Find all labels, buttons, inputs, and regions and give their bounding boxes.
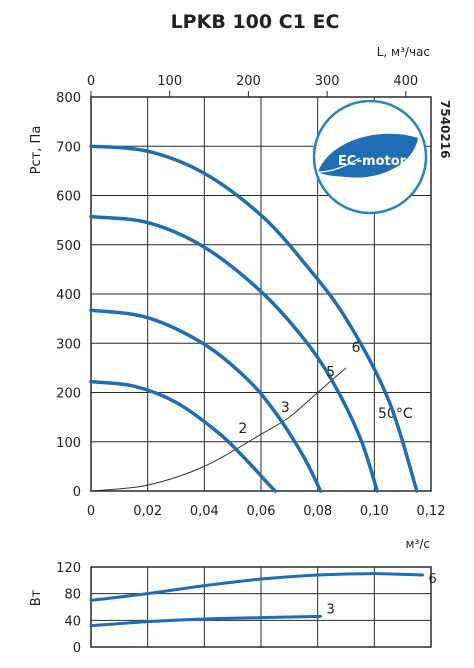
power-axes: 0 40 80 120 xyxy=(56,561,432,656)
y-tick-label: 700 xyxy=(56,140,81,155)
power-curve-6 xyxy=(89,572,424,602)
power-series xyxy=(89,572,424,628)
curve-label-2: 2 xyxy=(238,421,247,437)
pressure-curve-5 xyxy=(89,214,379,493)
power-plot-frame xyxy=(90,566,432,648)
x-axis-label: м³/с xyxy=(405,537,430,551)
y-tick-label: 800 xyxy=(56,91,81,106)
pressure-curve-6 xyxy=(89,144,419,493)
x-tick-label: 0,12 xyxy=(417,504,446,519)
product-code: 7540216 xyxy=(438,100,452,158)
badge-text: EC-motor xyxy=(338,154,407,169)
top-tick-label: 100 xyxy=(157,74,182,89)
pressure-curve-2 xyxy=(89,379,277,493)
power-curve-3 xyxy=(89,614,322,628)
top-tick-label: 200 xyxy=(236,74,261,89)
curve-label-5: 5 xyxy=(326,365,335,381)
curve-label-6: 6 xyxy=(352,340,361,356)
power-y-axis-label: Вт xyxy=(29,589,44,606)
y-tick-label: 400 xyxy=(56,288,81,303)
y-tick-label: 500 xyxy=(56,239,81,254)
y-tick-label: 100 xyxy=(56,436,81,451)
power-curve-label-6: 6 xyxy=(429,572,437,587)
ec-motor-badge: EC-motor xyxy=(312,99,428,215)
top-tick-label: 400 xyxy=(393,74,418,89)
plot-frame xyxy=(90,96,432,492)
x-tick-label: 0,02 xyxy=(133,504,162,519)
x-tick-label: 0,04 xyxy=(190,504,219,519)
x-tick-label: 0,10 xyxy=(360,504,389,519)
curve-label-3: 3 xyxy=(281,400,290,416)
main-series xyxy=(89,144,419,493)
power-curve-label-3: 3 xyxy=(327,602,335,617)
y-tick-label: 300 xyxy=(56,337,81,352)
x-tick-label: 0,08 xyxy=(303,504,332,519)
y-axis-label: Рст, Па xyxy=(29,126,44,175)
chart-title: LPKB 100 C1 EC xyxy=(171,11,340,33)
system-curve xyxy=(90,367,347,492)
top-tick-label: 0 xyxy=(87,74,95,89)
top-axis-label: L, м³/час xyxy=(377,45,430,59)
x-tick-label: 0,06 xyxy=(247,504,276,519)
power-y-tick-label: 80 xyxy=(64,588,81,603)
top-tick-label: 300 xyxy=(315,74,340,89)
y-tick-label: 0 xyxy=(73,485,81,500)
x-tick-label: 0 xyxy=(87,504,95,519)
main-axes: 0 0,02 0,04 0,06 0,08 0,10 0,12010020030040050… xyxy=(56,74,445,519)
y-tick-label: 200 xyxy=(56,387,81,402)
y-tick-label: 600 xyxy=(56,190,81,205)
power-y-tick-label: 40 xyxy=(64,614,81,629)
power-labels: 63 xyxy=(327,572,437,617)
power-y-tick-label: 120 xyxy=(56,561,81,576)
main-labels: 2 3 5 6 xyxy=(238,340,360,437)
pressure-curve-3 xyxy=(89,308,323,493)
leaf-stem-icon xyxy=(317,157,361,173)
power-y-tick-label: 0 xyxy=(73,641,81,656)
